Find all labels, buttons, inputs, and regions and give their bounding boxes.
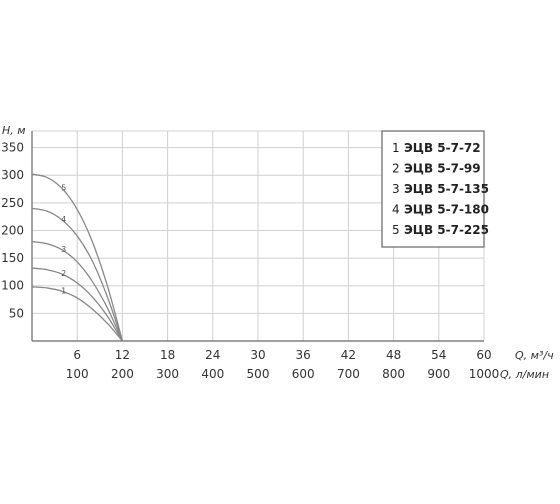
x-tick-label-lmin: 600 <box>292 367 315 381</box>
legend-entry-name: ЭЦВ 5-7-99 <box>404 162 481 176</box>
y-axis-title: H, м <box>2 124 26 137</box>
chart-legend: 1 ЭЦВ 5-7-72 2 ЭЦВ 5-7-99 3 ЭЦВ 5-7-135 4 ЭЦВ 5… <box>381 130 489 248</box>
x-tick-label-lmin: 1000 <box>469 367 500 381</box>
x-tick-label-m3h: 54 <box>431 348 446 362</box>
x-tick-label-m3h: 18 <box>160 348 175 362</box>
legend-entry-number: 2 <box>392 162 400 176</box>
y-tick-label: 350 <box>1 141 24 155</box>
legend-entry-name: ЭЦВ 5-7-180 <box>404 203 489 217</box>
series-label-2: 2 <box>61 269 66 278</box>
legend-box <box>381 130 485 248</box>
x-tick-label-lmin: 700 <box>337 367 360 381</box>
x-tick-label-lmin: 900 <box>427 367 450 381</box>
x-tick-label-lmin: 500 <box>247 367 270 381</box>
chart-axes <box>31 131 484 342</box>
legend-entry-number: 3 <box>392 182 400 196</box>
x-tick-label-lmin: 400 <box>201 367 224 381</box>
x-axis-title-m3h: Q, м³/ч <box>515 349 554 362</box>
series-line-5 <box>31 173 124 342</box>
legend-entry-name: ЭЦВ 5-7-72 <box>404 141 481 155</box>
series-label-1: 1 <box>61 286 66 295</box>
series-line-4 <box>31 207 124 342</box>
x-tick-label-lmin: 200 <box>111 367 134 381</box>
x-tick-label-m3h: 6 <box>73 348 81 362</box>
series-line-3 <box>31 240 123 342</box>
series-line-2 <box>31 267 123 342</box>
x-tick-label-lmin: 300 <box>156 367 179 381</box>
y-tick-label: 250 <box>1 196 24 210</box>
chart-series: 1 2 3 4 5 <box>31 173 124 342</box>
x-tick-label-m3h: 60 <box>476 348 491 362</box>
x-tick-label-m3h: 30 <box>250 348 265 362</box>
y-tick-label: 50 <box>9 306 24 320</box>
x-tick-label-lmin: 100 <box>66 367 89 381</box>
y-tick-label: 150 <box>1 251 24 265</box>
x-tick-label-m3h: 12 <box>115 348 130 362</box>
y-tick-label: 200 <box>1 223 24 237</box>
x-axis-title-lmin: Q, л/мин <box>500 368 549 381</box>
x-tick-label-m3h: 48 <box>386 348 401 362</box>
legend-entry-number: 4 <box>392 203 400 217</box>
series-line-1 <box>31 286 123 342</box>
x-tick-label-m3h: 42 <box>341 348 356 362</box>
legend-entry-name: ЭЦВ 5-7-135 <box>404 182 489 196</box>
y-tick-label: 300 <box>1 168 24 182</box>
x-tick-label-m3h: 24 <box>205 348 220 362</box>
x-tick-label-lmin: 800 <box>382 367 405 381</box>
legend-entry-number: 5 <box>392 223 400 237</box>
series-label-5: 5 <box>61 183 66 192</box>
legend-entry-number: 1 <box>392 141 400 155</box>
x-tick-label-m3h: 36 <box>296 348 311 362</box>
legend-entry-name: ЭЦВ 5-7-225 <box>404 223 489 237</box>
series-label-4: 4 <box>61 215 66 224</box>
y-tick-label: 100 <box>1 279 24 293</box>
series-label-3: 3 <box>61 245 66 254</box>
